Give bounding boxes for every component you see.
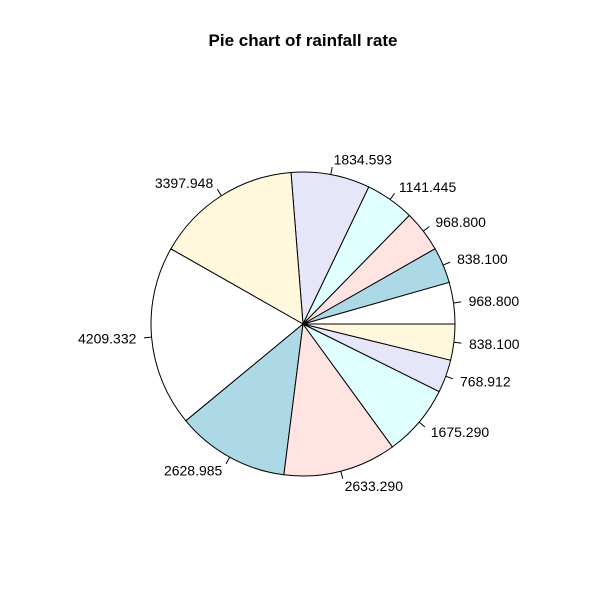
pie-leader-line [389, 192, 395, 200]
pie-leader-line [423, 226, 430, 232]
pie-leader-line [225, 456, 231, 465]
pie-leader-line [453, 301, 462, 304]
pie-slice [170, 171, 304, 325]
pie-leader-lines [143, 166, 462, 479]
pie-slice [185, 322, 304, 476]
pie-slice-label: 1834.593 [334, 152, 393, 168]
pie-slice-label: 2628.985 [164, 462, 223, 478]
pie-leader-line [216, 189, 222, 197]
chart-title: Pie chart of rainfall rate [209, 31, 398, 50]
pie-slice-label: 768.912 [460, 373, 511, 389]
pie-leader-line [340, 471, 344, 479]
pie-slice [283, 322, 394, 477]
pie-slice-label: 2633.290 [345, 478, 404, 494]
pie-slice-label: 1141.445 [399, 179, 457, 195]
pie-leader-line [453, 341, 462, 344]
pie-slice-label: 968.800 [435, 214, 486, 230]
pie-leader-line [442, 261, 451, 266]
pie-leader-line [143, 336, 152, 339]
pie-leader-line [418, 421, 426, 428]
pie-slice-label: 838.100 [457, 251, 508, 267]
pie-slice-label: 4209.332 [78, 330, 137, 346]
pie-leader-line [445, 375, 454, 380]
pie-slice-label: 838.100 [469, 336, 520, 352]
pie-leader-line [330, 166, 333, 175]
pie-slice-label: 1675.290 [431, 424, 490, 440]
pie-slice-label: 968.800 [469, 293, 520, 309]
pie-slice-label: 3397.948 [155, 175, 214, 191]
pie-labels: 968.800 838.100 968.800 1141.445 1834.593 339… [78, 152, 520, 494]
pie-slices [150, 171, 456, 477]
